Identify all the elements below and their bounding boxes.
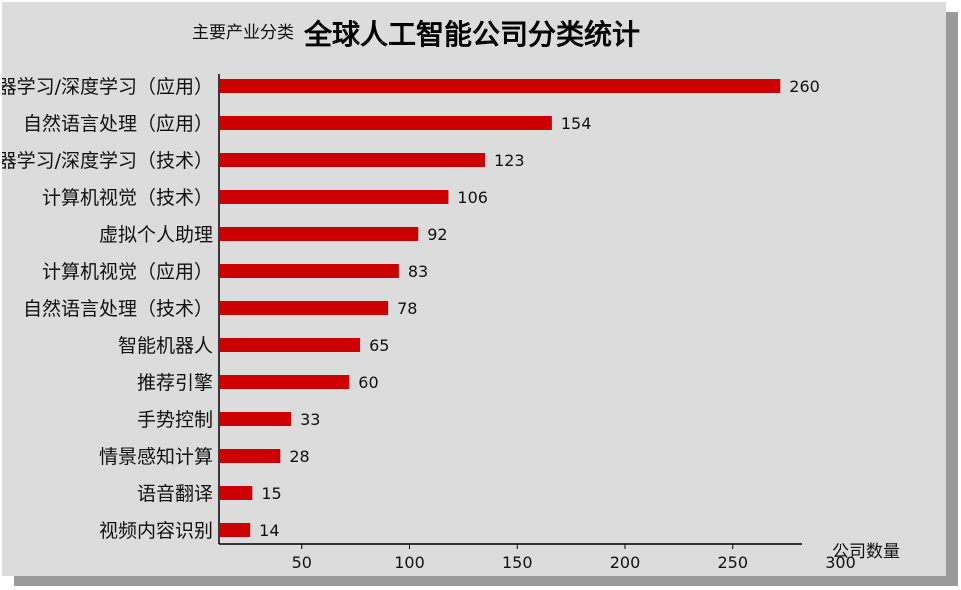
value-label-10: 28 <box>289 447 309 466</box>
bar-9 <box>220 412 292 426</box>
category-label-2: 机器学习/深度学习（技术） <box>2 150 213 172</box>
bar-2 <box>220 153 486 167</box>
category-label-8: 推荐引擎 <box>137 372 213 394</box>
y-axis-title: 主要产业分类 <box>192 23 294 43</box>
bar-5 <box>220 264 399 278</box>
value-label-0: 260 <box>789 77 820 96</box>
x-axis-title: 公司数量 <box>832 542 900 562</box>
x-tick-label-0: 50 <box>292 553 312 572</box>
value-label-4: 92 <box>427 225 447 244</box>
bar-3 <box>220 190 449 204</box>
x-tick-label-1: 100 <box>394 553 425 572</box>
value-label-8: 60 <box>358 373 378 392</box>
chart-card: 全球人工智能公司分类统计 主要产业分类 公司数量 机器学习/深度学习（应用） 26… <box>2 2 946 576</box>
value-label-11: 15 <box>261 484 281 503</box>
category-label-7: 智能机器人 <box>118 335 213 357</box>
value-label-9: 33 <box>300 410 320 429</box>
bar-11 <box>220 486 253 500</box>
category-label-3: 计算机视觉（技术） <box>42 187 213 209</box>
bar-6 <box>220 301 389 315</box>
bar-10 <box>220 449 281 463</box>
category-label-11: 语音翻译 <box>137 483 213 505</box>
category-label-4: 虚拟个人助理 <box>99 224 213 246</box>
bars-layer: 机器学习/深度学习（应用） 260 自然语言处理（应用） 154 机器学习/深度学习（技… <box>2 76 820 542</box>
bar-7 <box>220 338 361 352</box>
category-label-10: 情景感知计算 <box>99 446 213 468</box>
category-label-5: 计算机视觉（应用） <box>42 261 213 283</box>
bar-4 <box>220 227 419 241</box>
category-label-1: 自然语言处理（应用） <box>23 113 213 135</box>
value-label-12: 14 <box>259 521 279 540</box>
x-tick-label-3: 200 <box>610 553 641 572</box>
bar-8 <box>220 375 350 389</box>
value-label-1: 154 <box>561 114 592 133</box>
x-tick-label-4: 250 <box>717 553 748 572</box>
x-tick-label-5: 300 <box>825 553 856 572</box>
bar-1 <box>220 116 552 130</box>
ticks-layer: 50 100 150 200 250 300 <box>292 544 856 572</box>
value-label-6: 78 <box>397 299 417 318</box>
bar-12 <box>220 523 251 537</box>
category-label-9: 手势控制 <box>137 409 213 431</box>
category-label-6: 自然语言处理（技术） <box>23 298 213 320</box>
value-label-5: 83 <box>408 262 428 281</box>
value-label-7: 65 <box>369 336 389 355</box>
category-label-12: 视频内容识别 <box>99 520 213 542</box>
category-label-0: 机器学习/深度学习（应用） <box>2 76 213 98</box>
chart-title: 全球人工智能公司分类统计 <box>303 18 640 51</box>
bar-0 <box>220 79 781 93</box>
value-label-2: 123 <box>494 151 525 170</box>
x-tick-label-2: 150 <box>502 553 533 572</box>
value-label-3: 106 <box>457 188 488 207</box>
bar-chart: 全球人工智能公司分类统计 主要产业分类 公司数量 机器学习/深度学习（应用） 26… <box>2 18 900 572</box>
